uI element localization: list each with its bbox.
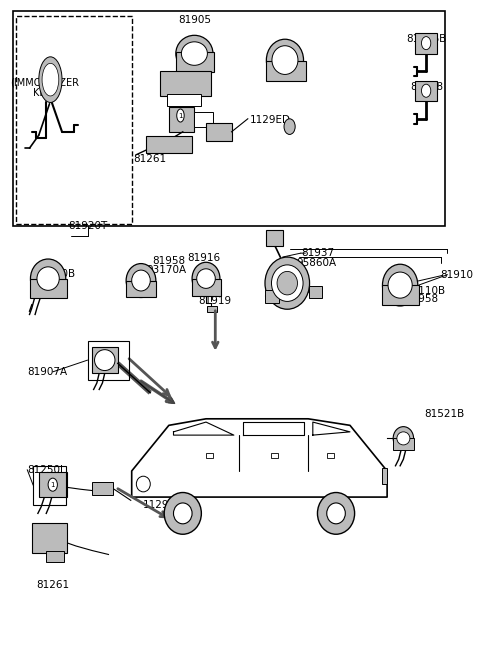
Bar [393,438,414,450]
Bar [382,468,387,484]
Ellipse shape [284,119,295,134]
Bar [415,81,437,100]
Text: 81998: 81998 [410,83,443,92]
Ellipse shape [176,35,213,72]
Text: 81916: 81916 [187,253,220,263]
Ellipse shape [421,84,431,97]
Bar [169,107,194,132]
Bar [415,33,437,54]
Ellipse shape [277,271,298,295]
Ellipse shape [126,263,156,297]
Bar [167,94,201,105]
Ellipse shape [327,503,345,524]
Bar [206,122,231,141]
Text: 81958: 81958 [406,295,439,305]
Ellipse shape [197,269,216,288]
Ellipse shape [317,493,355,534]
Text: 1: 1 [50,481,55,488]
Bar [92,482,113,495]
Text: 81937: 81937 [301,248,335,258]
Ellipse shape [30,259,66,298]
Ellipse shape [393,426,414,450]
Text: 81250L: 81250L [27,464,66,475]
Bar [383,285,419,305]
Bar [265,290,279,303]
Ellipse shape [42,64,59,96]
Text: 1129ED: 1129ED [144,500,184,510]
Bar [13,11,445,227]
Ellipse shape [177,109,184,122]
Ellipse shape [48,478,58,491]
Ellipse shape [132,270,150,291]
Text: 81958: 81958 [152,256,185,266]
Text: 93170A: 93170A [146,265,187,275]
Bar [176,52,214,72]
Ellipse shape [421,37,431,50]
Bar [126,281,156,297]
Text: 81910: 81910 [441,270,474,280]
Bar [30,278,67,298]
Ellipse shape [181,42,207,66]
Ellipse shape [272,265,303,301]
Text: 95440B: 95440B [35,269,75,279]
Text: 95860A: 95860A [297,258,336,268]
Bar [92,347,118,373]
Bar [159,71,211,96]
Bar [271,453,278,458]
Text: 81919: 81919 [199,297,232,307]
Bar [33,466,66,505]
Text: 81920T: 81920T [68,221,107,231]
Ellipse shape [95,350,115,371]
Ellipse shape [136,476,150,492]
Text: 81261: 81261 [36,580,69,590]
Text: 93110B: 93110B [406,286,446,296]
Bar [39,472,67,497]
Bar [32,523,67,553]
Bar [15,16,132,225]
Bar [309,286,322,298]
Text: 81905: 81905 [178,14,211,25]
Ellipse shape [383,264,418,306]
Ellipse shape [388,272,412,298]
Bar [206,453,213,458]
Text: (IMMOBILIZER: (IMMOBILIZER [10,78,79,88]
Bar [192,279,221,296]
Text: 1129ED: 1129ED [250,115,291,125]
Bar [327,453,334,458]
Bar [87,341,130,380]
Text: 81521B: 81521B [424,409,465,419]
Text: 81261: 81261 [134,154,167,164]
Bar [266,230,283,246]
Bar [207,306,217,312]
Text: KEY): KEY) [33,88,56,98]
Ellipse shape [39,57,62,102]
Text: 81996B: 81996B [407,34,447,45]
Bar [145,136,192,153]
Ellipse shape [397,432,410,445]
Ellipse shape [164,493,201,534]
Text: 1: 1 [178,113,183,119]
Ellipse shape [192,262,220,295]
Bar [194,112,213,126]
Ellipse shape [173,503,192,524]
Ellipse shape [266,39,303,81]
Bar [266,62,306,81]
Ellipse shape [272,46,298,75]
Ellipse shape [265,257,310,309]
Text: 81907A: 81907A [27,367,67,377]
Ellipse shape [37,267,59,290]
Bar [46,551,64,562]
